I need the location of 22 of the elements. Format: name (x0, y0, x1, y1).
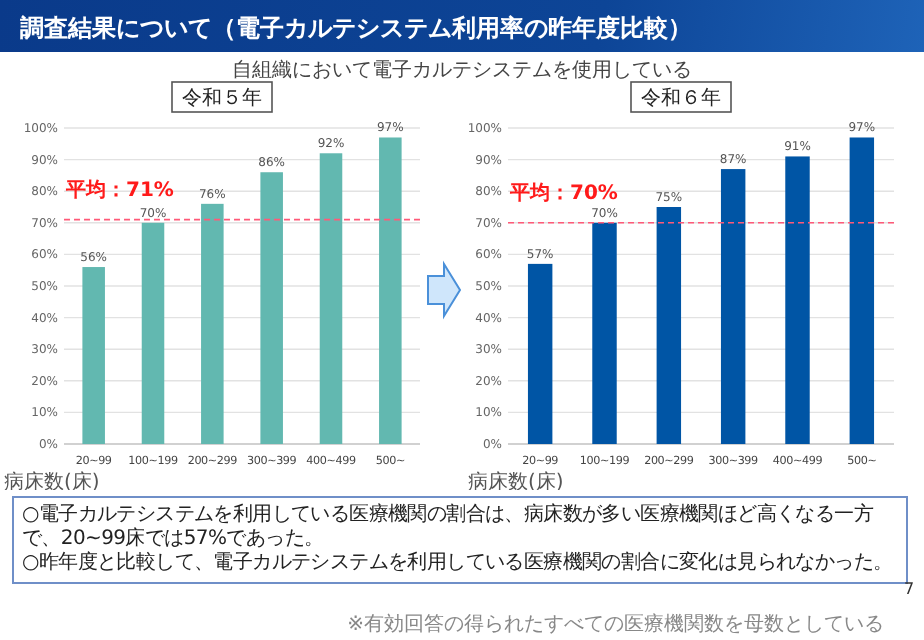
bar (201, 203, 224, 444)
chart-title: 令和５年 (182, 86, 262, 110)
bar (319, 153, 343, 444)
bar (720, 169, 746, 444)
bar (656, 207, 682, 444)
bar (527, 263, 553, 444)
text: 7 (904, 580, 915, 598)
bar (849, 137, 875, 444)
text: ○電子カルテシステムを利用している医療機関の割合は、病床数が多い医療機関ほど高くなる一方で、20~99床では57%であった。 (22, 504, 876, 551)
chart-title: 令和６年 (641, 86, 721, 110)
bar (141, 222, 165, 444)
text: 自組織において電子カルテシステムを使用している (230, 57, 694, 84)
text: ○昨年度と比較して、電子カルテシステムを利用している医療機関の割合に変化は見られなかった。 (22, 552, 895, 576)
bar (260, 172, 283, 444)
ref-line-label: 平均：70% (508, 180, 618, 205)
bar (82, 267, 105, 444)
ref-line-label: 平均：71% (64, 177, 174, 202)
bar (592, 222, 617, 444)
bar (379, 137, 402, 444)
text: 調査結果について（電子カルテシステム利用率の昨年度比較） (20, 12, 692, 46)
text: ※有効回答の得られたすべての医療機関数を母数としている (347, 611, 884, 638)
bar (785, 156, 810, 444)
